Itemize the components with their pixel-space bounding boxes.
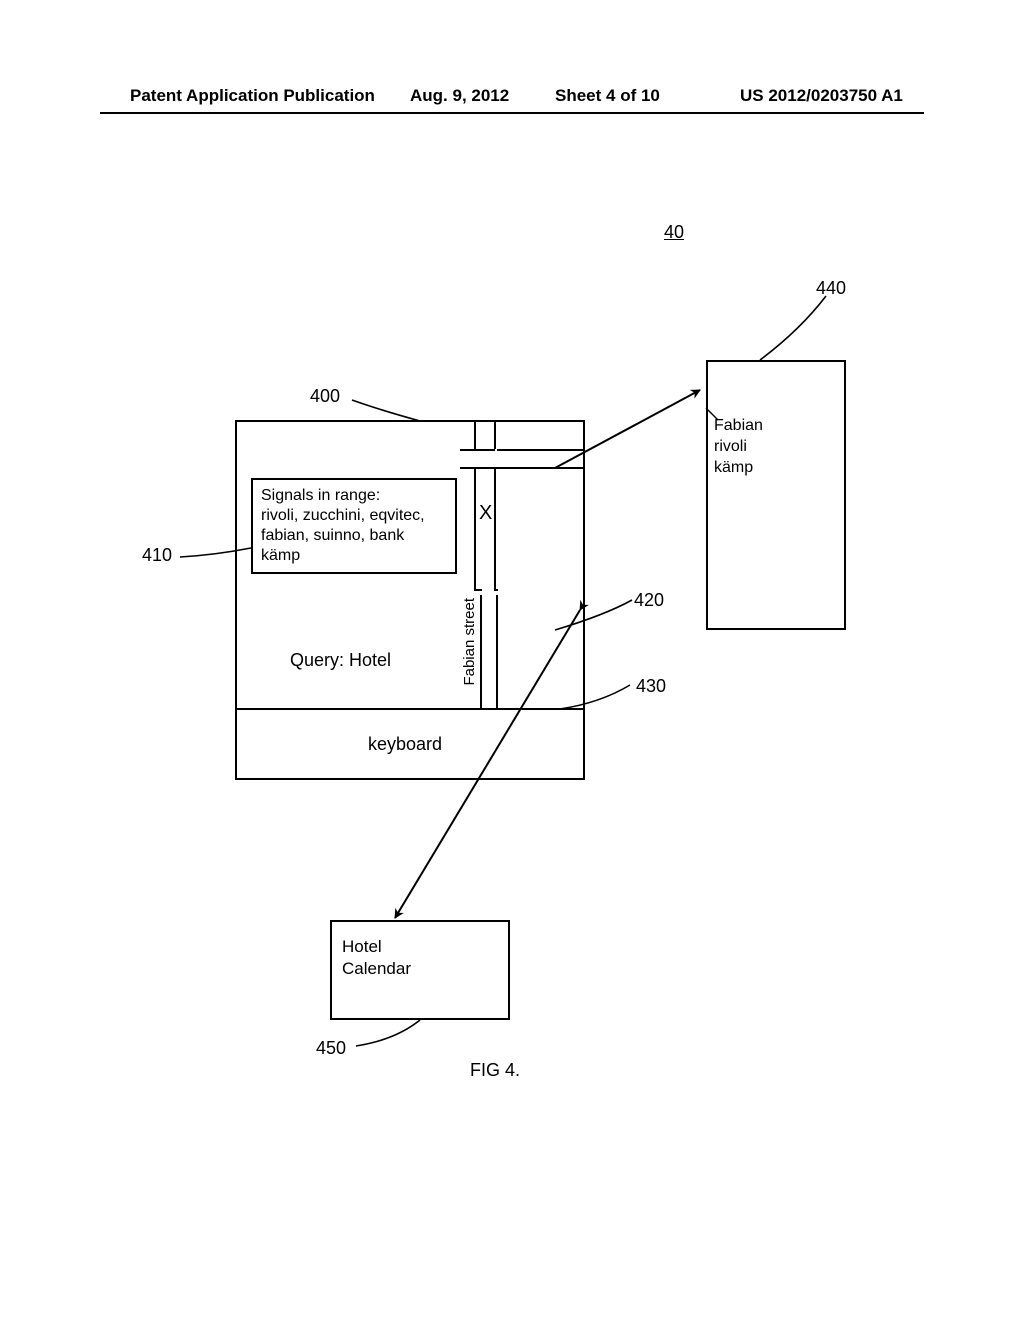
header-rule bbox=[100, 112, 924, 114]
query-label: Query: Hotel bbox=[290, 650, 391, 671]
results-line-1: rivoli bbox=[714, 437, 838, 458]
header-left: Patent Application Publication bbox=[130, 86, 375, 106]
figure-caption: FIG 4. bbox=[470, 1060, 520, 1081]
keyboard-label: keyboard bbox=[335, 734, 475, 755]
header-pubno: US 2012/0203750 A1 bbox=[740, 86, 903, 106]
results-line-0: Fabian bbox=[714, 416, 838, 437]
street-label: Fabian street bbox=[461, 598, 478, 686]
signals-line-3: kämp bbox=[261, 546, 447, 566]
ref-450: 450 bbox=[316, 1038, 346, 1059]
header-date: Aug. 9, 2012 bbox=[410, 86, 509, 106]
road-vertical-left-lower bbox=[480, 595, 482, 708]
signals-line-1: rivoli, zucchini, eqvitec, bbox=[261, 506, 447, 526]
road-jog-left bbox=[474, 589, 482, 591]
road-jog-left2 bbox=[480, 595, 482, 597]
road-vertical-right-upper bbox=[494, 421, 496, 449]
road-jog-right bbox=[494, 589, 498, 591]
results-line-2: kämp bbox=[714, 458, 838, 479]
results-box: Fabian rivoli kämp bbox=[706, 360, 846, 630]
road-horizontal-top-gap bbox=[495, 449, 497, 451]
ref-400: 400 bbox=[310, 386, 340, 407]
device-box bbox=[235, 420, 585, 780]
road-vertical-right-lower bbox=[496, 595, 498, 708]
road-vertical-left-mid bbox=[474, 469, 476, 589]
signals-box: Signals in range: rivoli, zucchini, eqvi… bbox=[251, 478, 457, 574]
road-horizontal-bot bbox=[460, 467, 584, 469]
ref-440: 440 bbox=[816, 278, 846, 299]
page: Patent Application Publication Aug. 9, 2… bbox=[0, 0, 1024, 1320]
ref-420: 420 bbox=[634, 590, 664, 611]
bottom-line-1: Calendar bbox=[342, 958, 498, 980]
signals-line-2: fabian, suinno, bank bbox=[261, 526, 447, 546]
road-vertical-left-upper bbox=[474, 421, 476, 449]
bottom-box: Hotel Calendar bbox=[330, 920, 510, 1020]
bottom-line-0: Hotel bbox=[342, 936, 498, 958]
keyboard-divider bbox=[236, 708, 584, 710]
location-x-mark: X bbox=[479, 502, 492, 525]
ref-410: 410 bbox=[142, 545, 172, 566]
road-horizontal-top bbox=[460, 449, 584, 451]
ref-430: 430 bbox=[636, 676, 666, 697]
header-sheet: Sheet 4 of 10 bbox=[555, 86, 660, 106]
road-vertical-right-mid bbox=[494, 469, 496, 589]
signals-line-0: Signals in range: bbox=[261, 486, 447, 506]
figure-id: 40 bbox=[664, 222, 684, 243]
